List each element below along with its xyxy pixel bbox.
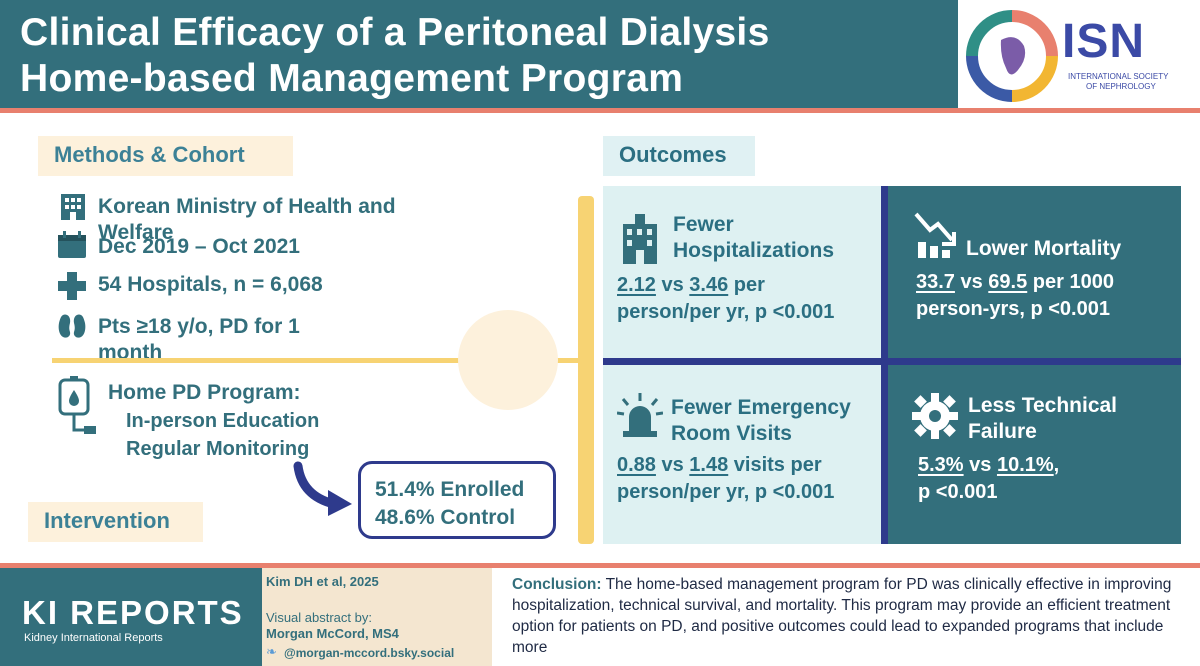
methods-row-ministry: Korean Ministry of Health and Welfare [98, 195, 396, 244]
hosp-vs: vs [655, 274, 690, 296]
isn-logo-sub-2: OF NEPHROLOGY [1086, 82, 1156, 91]
visual-abstract-by: Visual abstract by: [266, 610, 372, 625]
hosp-rest-2: person/per yr, p <0.001 [617, 301, 835, 323]
program-item-education: In-person Education [126, 410, 320, 432]
outcome-technical-failure: Less Technical Failure 5.3% vs 10.1%, p … [888, 365, 1181, 544]
ki-reports-brand: KI REPORTS Kidney International Reports [0, 568, 262, 666]
conclusion-label: Conclusion: [512, 576, 602, 593]
isn-logo-text: ISN [1062, 15, 1146, 68]
er-value-intervention: 0.88 [617, 454, 656, 476]
author-name: Morgan McCord, MS4 [266, 626, 399, 641]
building-icon [58, 190, 88, 220]
isn-logo: ISN INTERNATIONAL SOCIETY OF NEPHROLOGY [958, 0, 1200, 110]
outcomes-label: Outcomes [603, 136, 755, 176]
outcome-mortality: Lower Mortality 33.7 vs 69.5 per 1000 pe… [888, 186, 1181, 358]
technical-failure-title: Less Technical Failure [968, 394, 1118, 443]
butterfly-icon: ❧ [266, 644, 277, 659]
enrollment-box: 51.4% Enrolled 48.6% Control [358, 461, 556, 539]
mort-vs: vs [954, 271, 989, 293]
mortality-title: Lower Mortality [966, 237, 1122, 260]
er-value-control: 1.48 [689, 454, 729, 476]
citation: Kim DH et al, 2025 [266, 574, 379, 589]
tech-value-intervention: 5.3% [918, 454, 964, 476]
program-item-monitoring: Regular Monitoring [126, 438, 310, 460]
program-title: Home PD Program: [108, 381, 301, 404]
er-rest-1: visits per [728, 454, 822, 476]
isn-logo-sub-1: INTERNATIONAL SOCIETY [1068, 72, 1169, 81]
plus-icon [56, 270, 88, 302]
outcomes-bracket [578, 196, 594, 544]
mort-value-intervention: 33.7 [916, 271, 955, 293]
tech-rest-2: p <0.001 [918, 481, 998, 503]
hosp-value-control: 3.46 [689, 274, 729, 296]
enrolled-text: 51.4% Enrolled [375, 478, 525, 501]
iv-bag-icon [58, 376, 98, 442]
tech-vs: vs [963, 454, 997, 476]
kidney-icon [58, 312, 86, 340]
conclusion: Conclusion: The home-based management pr… [512, 574, 1182, 658]
tech-rest-1: , [1053, 454, 1060, 476]
footer-divider [0, 563, 1200, 568]
intervention-label: Intervention [28, 502, 203, 542]
methods-label: Methods & Cohort [38, 136, 293, 176]
timeline-circle [458, 310, 558, 410]
brand-subtitle: Kidney International Reports [24, 632, 163, 644]
isn-globe-icon [966, 10, 1058, 102]
er-title: Fewer Emergency Room Visits [671, 396, 851, 445]
curved-arrow-icon [293, 461, 352, 516]
timeline-line [52, 358, 582, 363]
conclusion-text: The home-based management program for PD… [512, 576, 1172, 656]
er-rest-2: person/per yr, p <0.001 [617, 481, 835, 503]
page-title: Clinical Efficacy of a Peritoneal Dialys… [20, 10, 920, 102]
brand-title: KI REPORTS [22, 594, 244, 631]
header-divider [0, 108, 1200, 113]
methods-row-dates: Dec 2019 – Oct 2021 [98, 235, 300, 258]
siren-icon [617, 393, 663, 437]
footer-credits: Kim DH et al, 2025 Visual abstract by: M… [262, 568, 492, 666]
outcome-hospitalizations: Fewer Hospitalizations 2.12 vs 3.46 per … [603, 186, 881, 358]
author-handle[interactable]: @morgan-mccord.bsky.social [284, 646, 455, 660]
hospital-icon [623, 214, 657, 264]
hosp-value-intervention: 2.12 [617, 274, 656, 296]
tech-value-control: 10.1% [996, 454, 1054, 476]
declining-chart-icon [914, 212, 956, 258]
control-text: 48.6% Control [375, 506, 516, 529]
hosp-rest-1: per [728, 274, 765, 296]
conclusion-panel: Conclusion: The home-based management pr… [492, 568, 1200, 666]
mort-rest-1: per 1000 [1027, 271, 1114, 293]
mort-rest-2: person-yrs, p <0.001 [916, 298, 1110, 320]
mort-value-control: 69.5 [988, 271, 1028, 293]
outcome-er-visits: Fewer Emergency Room Visits 0.88 vs 1.48… [603, 365, 881, 544]
title-line-1: Clinical Efficacy of a Peritoneal Dialys… [20, 11, 770, 54]
hospitalizations-title: Fewer Hospitalizations [673, 213, 835, 262]
title-line-2: Home-based Management Program [20, 57, 684, 100]
methods-row-hospitals: 54 Hospitals, n = 6,068 [98, 273, 323, 296]
er-vs: vs [655, 454, 690, 476]
gear-icon [912, 393, 958, 439]
calendar-icon [56, 230, 88, 260]
